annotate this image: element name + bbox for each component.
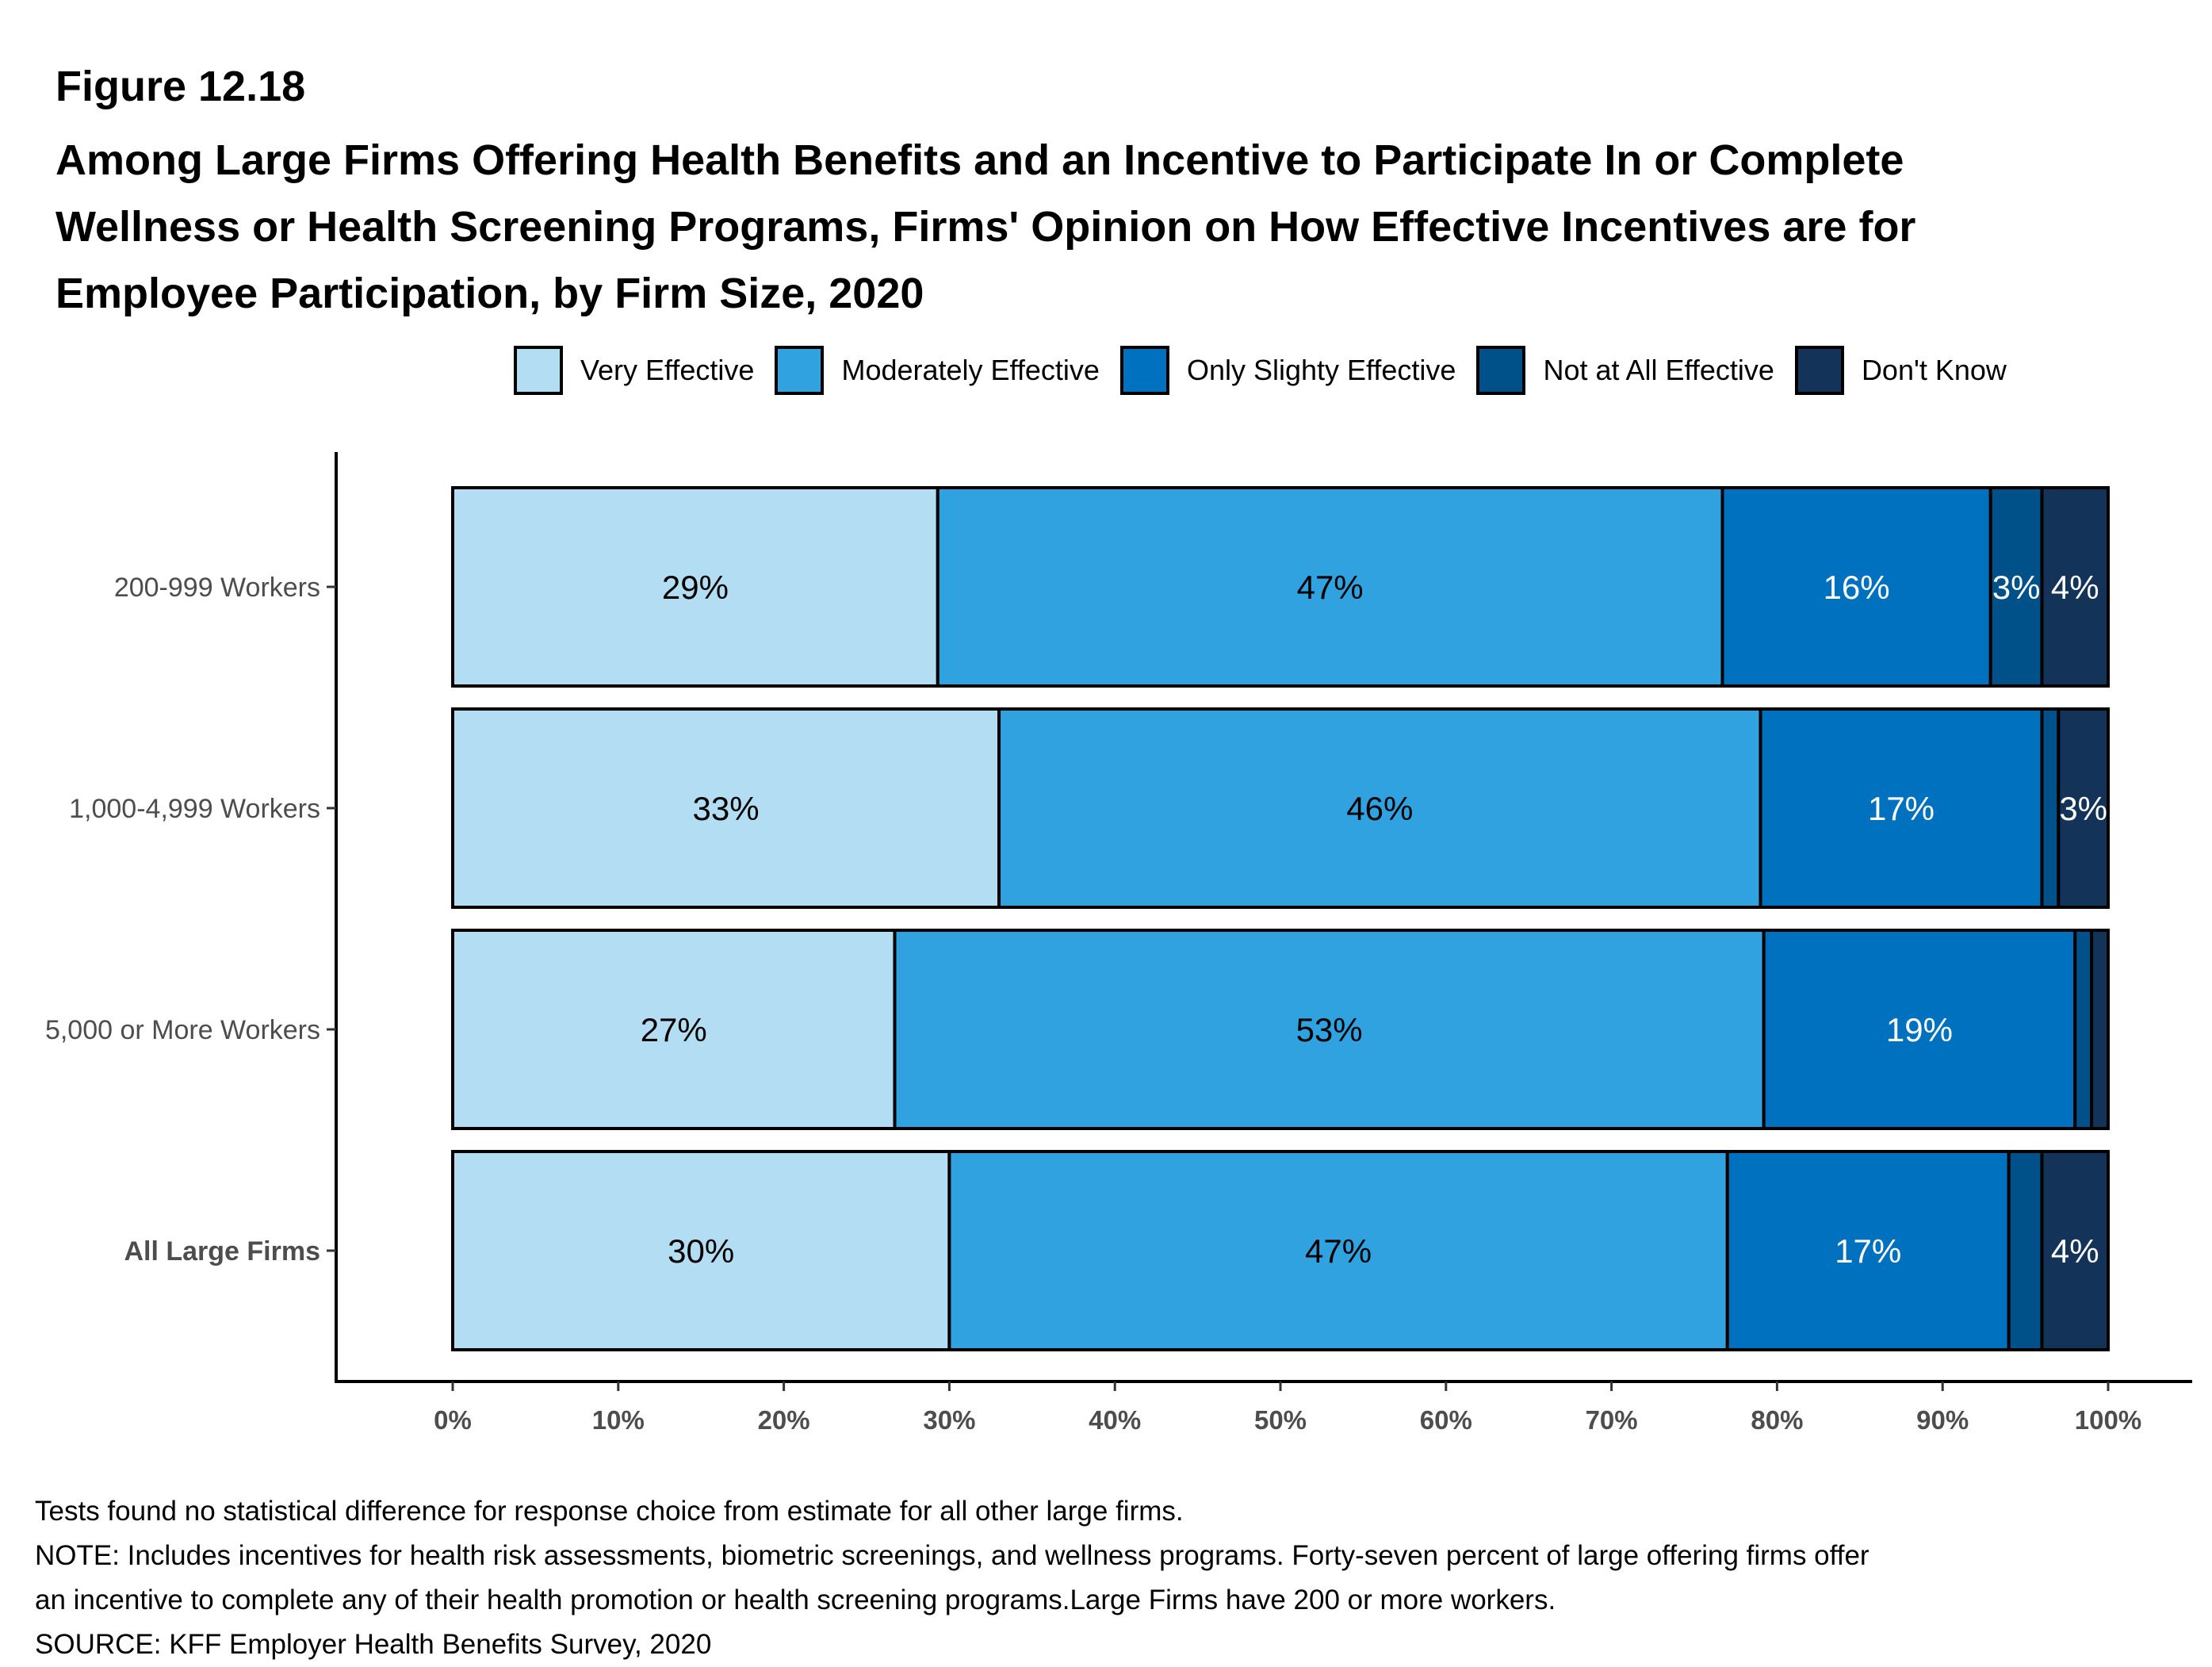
bar-segment-very-effective (451, 1150, 951, 1351)
data-label: 4% (2051, 1232, 2099, 1270)
bar-segment-not-at-all-effective (2007, 1150, 2044, 1351)
legend-label: Not at All Effective (1543, 354, 1774, 386)
bar-segment-not-at-all-effective (2073, 929, 2094, 1130)
x-tick-label: 70% (1586, 1405, 1638, 1435)
bar-segment-only-slighty-effective (1759, 707, 2044, 909)
bar-segment-don-t-know (2090, 929, 2111, 1130)
x-tick-label: 20% (758, 1405, 810, 1435)
x-tick-label: 100% (2075, 1405, 2141, 1435)
legend-label: Only Slighty Effective (1186, 354, 1456, 386)
legend-label: Don't Know (1861, 354, 2007, 386)
x-tick-label: 0% (434, 1405, 472, 1435)
data-label: 4% (2051, 569, 2099, 606)
data-label: 19% (1886, 1011, 1953, 1048)
title-line-2: Wellness or Health Screening Programs, F… (55, 203, 1916, 251)
x-tick-label: 60% (1420, 1405, 1472, 1435)
x-tick-label: 80% (1751, 1405, 1803, 1435)
bar-segment-moderately-effective (997, 707, 1762, 909)
y-tick-label: 1,000-4,999 Workers (69, 794, 320, 824)
footer-note-line-1: NOTE: Includes incentives for health ris… (35, 1540, 1869, 1571)
bar-segment-very-effective (451, 486, 940, 688)
legend-swatch (775, 346, 825, 395)
bar-segment-very-effective (451, 929, 897, 1130)
bar-segment-not-at-all-effective (2040, 707, 2061, 909)
legend-swatch (514, 346, 563, 395)
legend-label: Very Effective (580, 354, 755, 386)
data-label: 17% (1835, 1232, 1901, 1270)
y-tick-label: All Large Firms (124, 1236, 320, 1267)
y-tick-label: 200-999 Workers (114, 573, 320, 603)
data-label: 47% (1305, 1232, 1372, 1270)
bar-segment-only-slighty-effective (1725, 1150, 2011, 1351)
x-tick-label: 30% (923, 1405, 975, 1435)
data-label: 17% (1868, 790, 1935, 827)
legend-item-not-at-all-effective: Not at All Effective (1476, 346, 1774, 395)
legend-swatch (1119, 346, 1169, 395)
legend-label: Moderately Effective (841, 354, 1100, 386)
data-label: 46% (1346, 790, 1413, 827)
title-line-1: Among Large Firms Offering Health Benefi… (55, 136, 1904, 184)
data-label: 3% (1992, 569, 2041, 606)
bar-segment-don-t-know (2040, 1150, 2110, 1351)
legend-swatch (1476, 346, 1526, 395)
footer-source: SOURCE: KFF Employer Health Benefits Sur… (35, 1629, 712, 1660)
x-tick-label: 10% (592, 1405, 645, 1435)
bar-segment-only-slighty-effective (1762, 929, 2077, 1130)
footer-stat-note: Tests found no statistical difference fo… (35, 1496, 1184, 1527)
legend-item-dont-know: Don't Know (1794, 346, 2007, 395)
legend-item-moderately-effective: Moderately Effective (775, 346, 1100, 395)
figure-label: Figure 12.18 (55, 63, 306, 110)
bar-segment-moderately-effective (947, 1150, 1729, 1351)
footer-note-line-2: an incentive to complete any of their he… (35, 1585, 1556, 1615)
data-label: 33% (692, 790, 759, 827)
footer-notes: Tests found no statistical difference fo… (35, 1489, 1869, 1667)
y-tick-label: 5,000 or More Workers (45, 1015, 320, 1045)
bar-segment-moderately-effective (936, 486, 1724, 688)
x-tick-label: 40% (1089, 1405, 1141, 1435)
bar-segment-don-t-know (2040, 486, 2110, 688)
title-line-3: Employee Participation, by Firm Size, 20… (55, 270, 924, 317)
data-label: 30% (668, 1232, 734, 1270)
bar-segment-very-effective (451, 707, 1001, 909)
data-label: 3% (2059, 790, 2107, 827)
bar-segment-not-at-all-effective (1988, 486, 2044, 688)
data-label: 29% (662, 569, 729, 606)
legend-item-very-effective: Very Effective (514, 346, 754, 395)
chart-title: Among Large Firms Offering Health Benefi… (55, 127, 2157, 327)
legend-swatch (1794, 346, 1844, 395)
x-tick-label: 90% (1916, 1405, 1969, 1435)
legend: Very Effective Moderately Effective Only… (514, 343, 2027, 398)
legend-item-only-slightly-effective: Only Slighty Effective (1119, 346, 1456, 395)
bar-segment-don-t-know (2057, 707, 2111, 909)
data-label: 16% (1824, 569, 1890, 606)
bar-segment-moderately-effective (893, 929, 1766, 1130)
x-tick-label: 50% (1254, 1405, 1307, 1435)
data-label: 27% (641, 1011, 707, 1048)
data-label: 47% (1297, 569, 1364, 606)
bar-segment-only-slighty-effective (1720, 486, 1992, 688)
data-label: 53% (1296, 1011, 1363, 1048)
